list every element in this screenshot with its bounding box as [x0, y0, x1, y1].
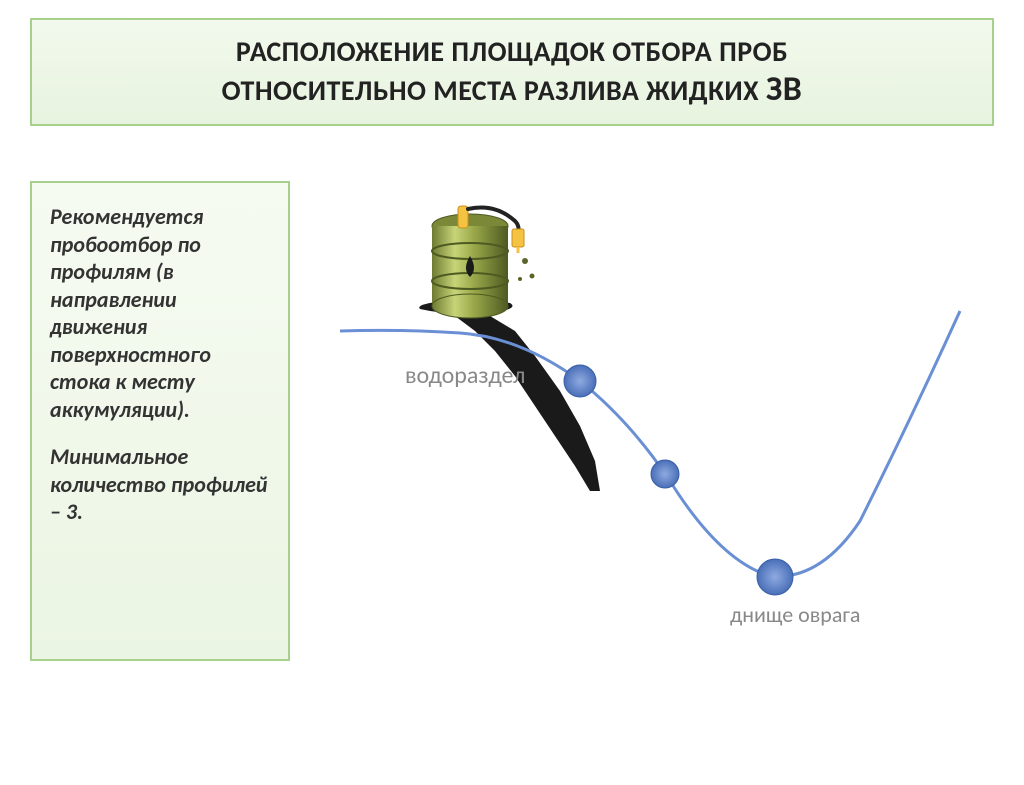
sidebar-p2: Минимальное количество профилей – 3.	[50, 443, 270, 526]
oil-barrel-icon	[420, 201, 560, 351]
sample-point	[757, 559, 793, 595]
content-row: Рекомендуется пробоотбор по профилям (в …	[0, 181, 1024, 661]
sample-point	[564, 365, 596, 397]
title-box: РАСПОЛОЖЕНИЕ ПЛОЩАДОК ОТБОРА ПРОБ ОТНОСИ…	[30, 18, 994, 126]
sample-point	[651, 460, 679, 488]
title-line1: РАСПОЛОЖЕНИЕ ПЛОЩАДОК ОТБОРА ПРОБ	[52, 34, 972, 69]
sidebar-p1: Рекомендуется пробоотбор по профилям (в …	[50, 203, 270, 423]
title-line2-suffix: ЗВ	[766, 69, 802, 110]
sample-points-group	[564, 365, 793, 595]
terrain-diagram	[320, 181, 980, 661]
label-ravine: днище оврага	[730, 601, 860, 628]
label-watershed: водораздел	[405, 361, 525, 390]
title-line2: ОТНОСИТЕЛЬНО МЕСТА РАЗЛИВА ЖИДКИХ ЗВ	[52, 69, 972, 110]
title-line2-prefix: ОТНОСИТЕЛЬНО МЕСТА РАЗЛИВА ЖИДКИХ	[222, 73, 759, 108]
diagram-area: водораздел днище оврага	[320, 181, 994, 661]
sidebar-recommendation: Рекомендуется пробоотбор по профилям (в …	[30, 181, 290, 661]
